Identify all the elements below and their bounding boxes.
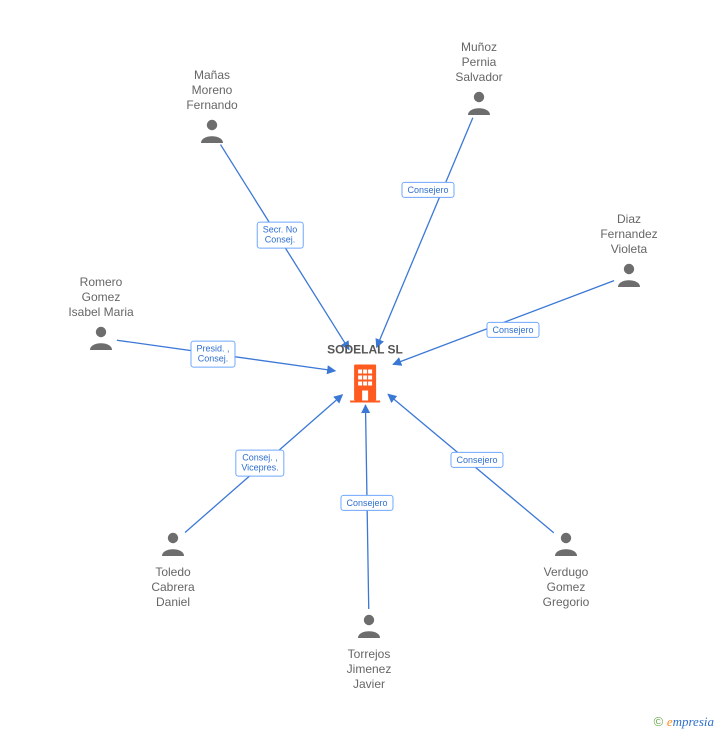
person-node-romero[interactable]: Romero Gomez Isabel Maria	[41, 275, 161, 355]
center-company-label: SODELAL SL	[327, 343, 403, 357]
person-icon	[616, 274, 642, 291]
building-icon	[348, 390, 382, 407]
person-icon	[160, 543, 186, 560]
edge-role-label: Consejero	[486, 322, 539, 338]
person-node-diaz[interactable]: Diaz Fernandez Violeta	[569, 212, 689, 292]
center-company-node[interactable]: SODELAL SL	[327, 343, 403, 408]
copyright-symbol: ©	[654, 714, 664, 729]
edge-role-label: Secr. No Consej.	[257, 222, 304, 249]
person-label: Verdugo Gomez Gregorio	[506, 565, 626, 610]
watermark: © empresia	[654, 714, 714, 730]
person-icon	[199, 130, 225, 147]
edge-role-label: Consejero	[401, 182, 454, 198]
person-icon	[553, 543, 579, 560]
watermark-rest: mpresia	[673, 714, 714, 729]
edge-line	[377, 118, 473, 348]
person-node-manas[interactable]: Mañas Moreno Fernando	[152, 68, 272, 148]
person-node-toledo[interactable]: Toledo Cabrera Daniel	[113, 530, 233, 610]
person-label: Toledo Cabrera Daniel	[113, 565, 233, 610]
person-label: Diaz Fernandez Violeta	[569, 212, 689, 257]
person-node-torrejos[interactable]: Torrejos Jimenez Javier	[309, 612, 429, 692]
person-icon	[466, 102, 492, 119]
person-label: Torrejos Jimenez Javier	[309, 647, 429, 692]
person-node-verdugo[interactable]: Verdugo Gomez Gregorio	[506, 530, 626, 610]
person-node-munoz[interactable]: Muñoz Pernia Salvador	[419, 40, 539, 120]
edge-role-label: Consejero	[340, 495, 393, 511]
person-icon	[356, 625, 382, 642]
edge-role-label: Consej. , Vicepres.	[235, 450, 284, 477]
person-label: Romero Gomez Isabel Maria	[41, 275, 161, 320]
person-icon	[88, 337, 114, 354]
person-label: Mañas Moreno Fernando	[152, 68, 272, 113]
edge-role-label: Consejero	[450, 452, 503, 468]
org-network-diagram: Mañas Moreno Fernando Muñoz Pernia Salvad…	[0, 0, 728, 740]
person-label: Muñoz Pernia Salvador	[419, 40, 539, 85]
edge-role-label: Presid. , Consej.	[190, 341, 235, 368]
